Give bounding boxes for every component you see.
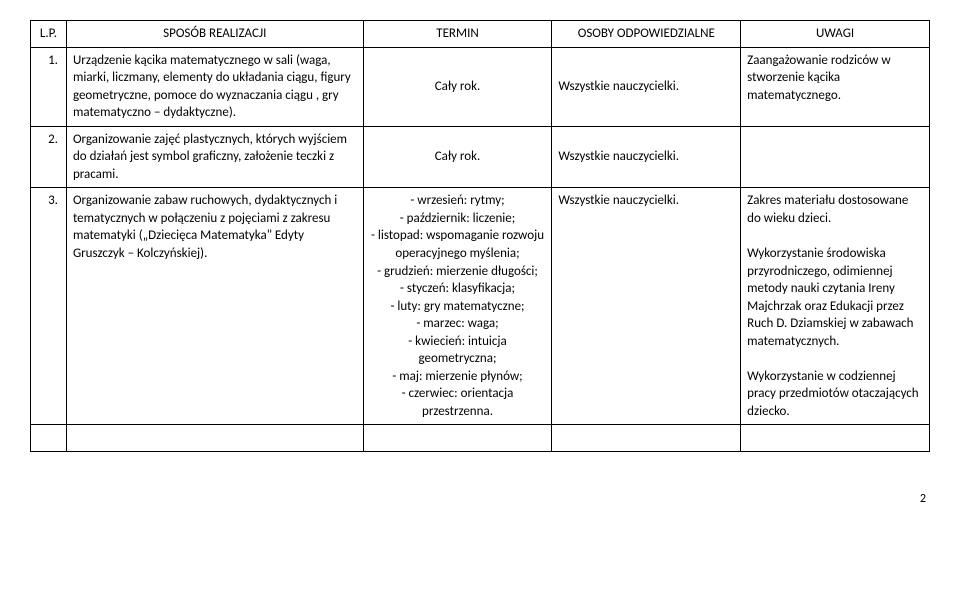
cell-termin: Cały rok. (363, 47, 552, 126)
header-sposob: SPOSÓB REALIZACJI (66, 21, 363, 48)
cell-osoby: Wszystkie nauczycielki. (552, 47, 741, 126)
cell-uwagi: Zakres materiału dostosowane do wieku dz… (741, 188, 930, 425)
empty-cell (31, 425, 67, 452)
table-row: 3. Organizowanie zabaw ruchowych, dydakt… (31, 188, 930, 425)
main-table: L.P. SPOSÓB REALIZACJI TERMIN OSOBY ODPO… (30, 20, 930, 452)
header-osoby: OSOBY ODPOWIEDZIALNE (552, 21, 741, 48)
header-uwagi: UWAGI (741, 21, 930, 48)
cell-uwagi: Zaangażowanie rodziców w stworzenie kąci… (741, 47, 930, 126)
table-row-empty (31, 425, 930, 452)
empty-cell (66, 425, 363, 452)
cell-termin: - wrzesień: rytmy;- październik: liczeni… (363, 188, 552, 425)
cell-lp: 3. (31, 188, 67, 425)
page-number: 2 (30, 492, 930, 506)
cell-uwagi (741, 126, 930, 188)
header-lp: L.P. (31, 21, 67, 48)
cell-osoby: Wszystkie nauczycielki. (552, 126, 741, 188)
table-header-row: L.P. SPOSÓB REALIZACJI TERMIN OSOBY ODPO… (31, 21, 930, 48)
table-row: 1. Urządzenie kącika matematycznego w sa… (31, 47, 930, 126)
cell-sposob: Organizowanie zabaw ruchowych, dydaktycz… (66, 188, 363, 425)
empty-cell (552, 425, 741, 452)
cell-sposob: Urządzenie kącika matematycznego w sali … (66, 47, 363, 126)
empty-cell (741, 425, 930, 452)
cell-sposob: Organizowanie zajęć plastycznych, któryc… (66, 126, 363, 188)
table-row: 2. Organizowanie zajęć plastycznych, któ… (31, 126, 930, 188)
cell-termin: Cały rok. (363, 126, 552, 188)
empty-cell (363, 425, 552, 452)
cell-lp: 2. (31, 126, 67, 188)
cell-lp: 1. (31, 47, 67, 126)
cell-osoby: Wszystkie nauczycielki. (552, 188, 741, 425)
header-termin: TERMIN (363, 21, 552, 48)
